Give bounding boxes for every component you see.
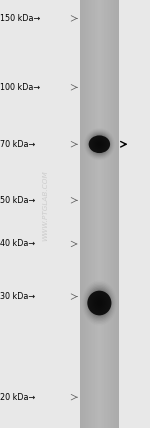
Text: WWW.PTGLAB.COM: WWW.PTGLAB.COM [42, 170, 48, 241]
Ellipse shape [94, 297, 104, 309]
Ellipse shape [96, 140, 103, 148]
Ellipse shape [89, 135, 110, 153]
Ellipse shape [89, 134, 110, 155]
Ellipse shape [92, 294, 107, 312]
Bar [80, 0, 118, 428]
Ellipse shape [85, 285, 113, 321]
Ellipse shape [91, 135, 108, 153]
Ellipse shape [91, 292, 108, 314]
Ellipse shape [89, 289, 110, 317]
Ellipse shape [90, 134, 109, 154]
Ellipse shape [92, 137, 107, 152]
Text: 70 kDa→: 70 kDa→ [0, 140, 35, 149]
Ellipse shape [97, 142, 102, 147]
Ellipse shape [95, 140, 104, 149]
Text: 50 kDa→: 50 kDa→ [0, 196, 35, 205]
Text: 100 kDa→: 100 kDa→ [0, 83, 40, 92]
Ellipse shape [98, 301, 101, 305]
Ellipse shape [93, 295, 105, 311]
Ellipse shape [87, 291, 111, 315]
Ellipse shape [94, 139, 105, 150]
Text: 40 kDa→: 40 kDa→ [0, 239, 35, 249]
Ellipse shape [97, 299, 102, 307]
Ellipse shape [93, 137, 106, 151]
Text: 30 kDa→: 30 kDa→ [0, 292, 35, 301]
Ellipse shape [88, 288, 111, 318]
Ellipse shape [87, 131, 112, 157]
Ellipse shape [98, 143, 101, 146]
Ellipse shape [87, 286, 112, 320]
Ellipse shape [90, 291, 109, 315]
Text: 150 kDa→: 150 kDa→ [0, 14, 40, 23]
Text: 20 kDa→: 20 kDa→ [0, 392, 35, 402]
Ellipse shape [95, 298, 103, 308]
Ellipse shape [88, 132, 111, 156]
